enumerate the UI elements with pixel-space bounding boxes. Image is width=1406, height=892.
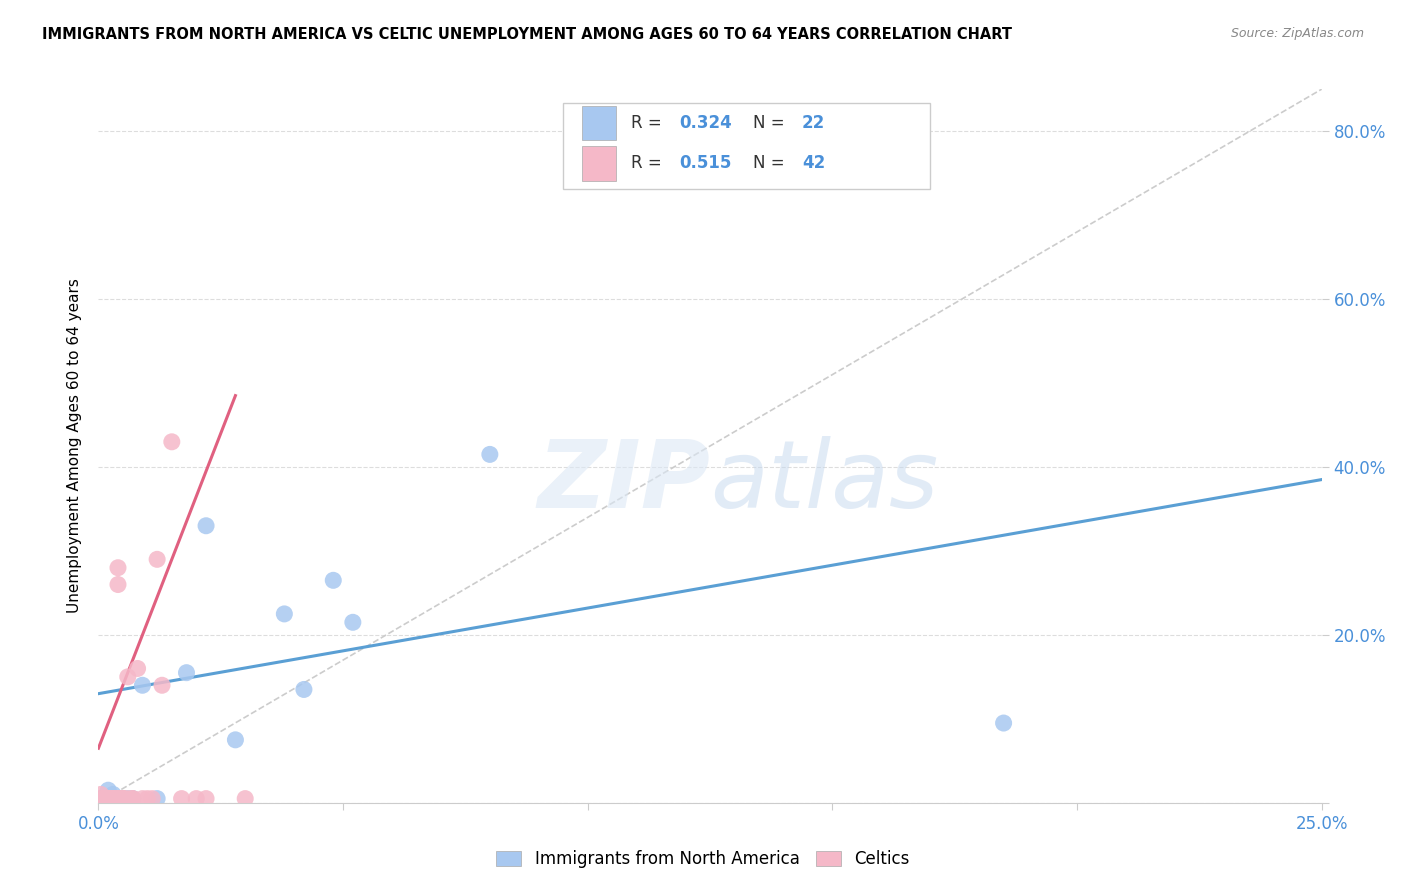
Point [131,791,153,805]
Point [478,447,501,461]
Point [273,607,295,621]
Point [131,678,153,692]
Point [111,791,134,805]
Point [94,791,117,805]
Point [117,670,139,684]
Text: N =: N = [752,114,790,132]
Point [101,788,124,802]
Point [292,682,315,697]
Text: 42: 42 [801,154,825,172]
Text: 0.515: 0.515 [679,154,733,172]
Point [91,791,114,805]
Point [97,791,120,805]
Text: 0.324: 0.324 [679,114,733,132]
Point [111,791,134,805]
Legend: Immigrants from North America, Celtics: Immigrants from North America, Celtics [489,844,917,875]
Point [97,783,120,797]
Text: N =: N = [752,154,790,172]
Point [91,791,114,805]
Point [117,791,139,805]
Point [91,791,114,805]
Point [97,791,120,805]
FancyBboxPatch shape [582,146,616,180]
Point [101,791,124,805]
Point [121,791,143,805]
Point [233,791,256,805]
Y-axis label: Unemployment Among Ages 60 to 64 years: Unemployment Among Ages 60 to 64 years [67,278,83,614]
Text: IMMIGRANTS FROM NORTH AMERICA VS CELTIC UNEMPLOYMENT AMONG AGES 60 TO 64 YEARS C: IMMIGRANTS FROM NORTH AMERICA VS CELTIC … [42,27,1012,42]
Point [141,791,163,805]
Text: atlas: atlas [710,436,938,527]
Text: R =: R = [630,114,666,132]
Point [146,552,169,566]
Point [117,791,139,805]
Text: 22: 22 [801,114,825,132]
Point [107,791,129,805]
Point [101,791,124,805]
Point [195,791,218,805]
Text: ZIP: ZIP [537,435,710,528]
Point [224,732,246,747]
Point [107,791,129,805]
Point [101,791,124,805]
Point [993,716,1015,731]
Point [127,661,149,675]
Text: R =: R = [630,154,666,172]
Point [94,791,117,805]
Point [176,665,198,680]
Point [91,791,114,805]
Point [101,791,124,805]
Point [97,791,120,805]
Point [97,791,120,805]
Point [146,791,169,805]
Point [121,791,143,805]
Point [90,791,112,805]
Text: Source: ZipAtlas.com: Source: ZipAtlas.com [1230,27,1364,40]
Point [90,791,112,805]
Point [150,678,173,692]
Point [107,791,129,805]
FancyBboxPatch shape [582,106,616,140]
Point [107,791,129,805]
Point [195,518,218,533]
Point [160,434,183,449]
Point [101,791,124,805]
Point [90,788,112,802]
Point [107,560,129,574]
Point [101,791,124,805]
Point [186,791,208,805]
Point [121,791,143,805]
Point [94,791,117,805]
Point [91,791,114,805]
Point [97,791,120,805]
Point [111,791,134,805]
Point [136,791,159,805]
Point [342,615,364,630]
Point [91,791,114,805]
Point [170,791,193,805]
Point [107,577,129,591]
FancyBboxPatch shape [564,103,931,189]
Point [322,574,344,588]
Point [111,791,134,805]
Point [111,791,134,805]
